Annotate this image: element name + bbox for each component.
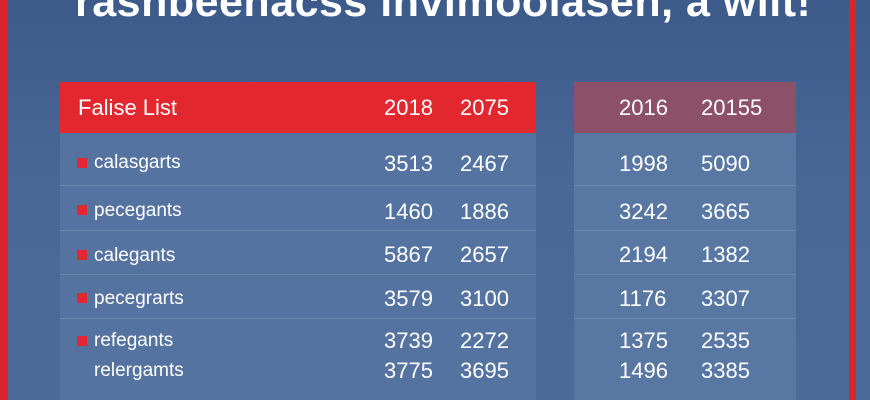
left-frame-border bbox=[0, 0, 8, 400]
row-bullet-icon bbox=[77, 205, 87, 215]
right-frame-border bbox=[849, 0, 856, 400]
row-value-col1: 3775 bbox=[384, 358, 433, 383]
left-header-col1: 2018 bbox=[384, 95, 433, 120]
row-label: relergamts bbox=[94, 360, 184, 381]
row-value-col1: 3579 bbox=[384, 286, 433, 311]
row-bullet-icon bbox=[77, 336, 87, 346]
row-value-col1: 1375 bbox=[619, 328, 668, 353]
row-value-col1: 1496 bbox=[619, 358, 668, 383]
row-value-col1: 1460 bbox=[384, 199, 433, 224]
row-divider bbox=[574, 318, 796, 319]
left-table: Falise List 2018 2075 calasgarts 3513 24… bbox=[60, 82, 536, 400]
page-title: rashbeenacss invimoolasen, a wiit! bbox=[75, 0, 812, 26]
row-value-col1: 5867 bbox=[384, 242, 433, 267]
row-divider bbox=[574, 185, 796, 186]
row-value-col2: 2467 bbox=[460, 151, 509, 176]
row-label: refegants bbox=[94, 330, 174, 351]
left-table-header: Falise List 2018 2075 bbox=[60, 82, 536, 133]
row-label: calegants bbox=[94, 245, 176, 266]
row-bullet-icon bbox=[77, 250, 87, 260]
left-header-col2: 2075 bbox=[460, 95, 509, 120]
row-value-col2: 2657 bbox=[460, 242, 509, 267]
row-value-col1: 3513 bbox=[384, 151, 433, 176]
row-value-col2: 1886 bbox=[460, 199, 509, 224]
row-divider bbox=[60, 185, 536, 186]
row-value-col2: 2535 bbox=[701, 328, 750, 353]
row-value-col2: 3100 bbox=[460, 286, 509, 311]
row-bullet-icon bbox=[77, 158, 87, 168]
row-value-col1: 3739 bbox=[384, 328, 433, 353]
row-label: pecegrarts bbox=[94, 288, 184, 309]
row-value-col1: 3242 bbox=[619, 199, 668, 224]
row-value-col2: 3665 bbox=[701, 199, 750, 224]
row-divider bbox=[60, 274, 536, 275]
row-value-col2: 3385 bbox=[701, 358, 750, 383]
row-divider bbox=[60, 318, 536, 319]
right-header-col1: 2016 bbox=[619, 95, 668, 120]
row-value-col2: 3695 bbox=[460, 358, 509, 383]
row-bullet-icon bbox=[77, 293, 87, 303]
row-value-col1: 2194 bbox=[619, 242, 668, 267]
row-divider bbox=[60, 230, 536, 231]
row-label: calasgarts bbox=[94, 152, 181, 173]
right-table: 2016 20155 1998 5090 3242 3665 2194 1382… bbox=[574, 82, 796, 400]
row-value-col1: 1176 bbox=[619, 286, 667, 311]
row-value-col2: 1382 bbox=[701, 242, 750, 267]
row-value-col2: 3307 bbox=[701, 286, 750, 311]
row-label: pecegants bbox=[94, 200, 182, 221]
right-header-col2: 20155 bbox=[701, 95, 763, 120]
row-value-col2: 5090 bbox=[701, 151, 750, 176]
right-table-header: 2016 20155 bbox=[574, 82, 796, 133]
row-value-col2: 2272 bbox=[460, 328, 509, 353]
left-header-label: Falise List bbox=[78, 95, 178, 120]
row-value-col1: 1998 bbox=[619, 151, 668, 176]
row-divider bbox=[574, 274, 796, 275]
row-divider bbox=[574, 230, 796, 231]
